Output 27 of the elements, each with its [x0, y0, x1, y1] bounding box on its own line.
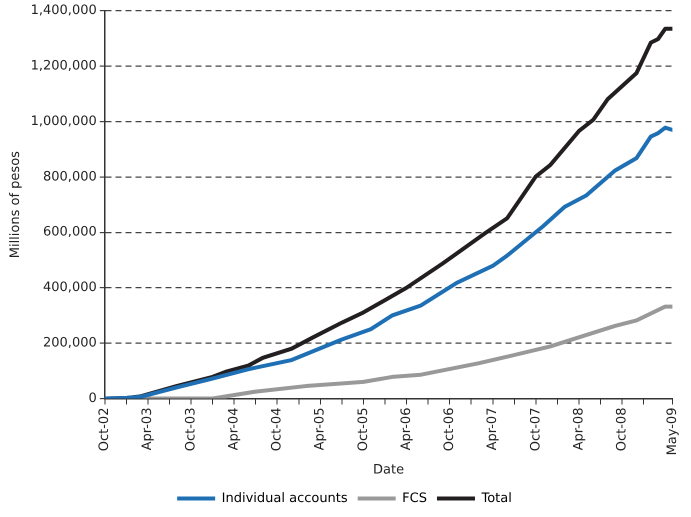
legend-label: Individual accounts — [222, 490, 348, 506]
y-axis-title: Millions of pesos — [8, 150, 24, 258]
y-tick-label: 1,000,000 — [30, 114, 97, 129]
x-tick-label: Apr-08 — [571, 408, 586, 450]
x-axis-title: Date — [373, 462, 404, 478]
x-tick-label: Oct-08 — [614, 408, 630, 452]
y-tick-label: 1,400,000 — [30, 3, 97, 18]
x-tick-label: Apr-06 — [398, 408, 414, 450]
x-tick-label: Apr-05 — [312, 408, 328, 450]
y-tick-label: 400,000 — [42, 280, 97, 296]
y-tick-label: 200,000 — [42, 336, 97, 351]
y-tick-label: 800,000 — [42, 169, 97, 184]
y-tick-label: 600,000 — [42, 224, 97, 240]
x-tick-label: Oct-04 — [270, 408, 285, 452]
x-tick-label: Oct-07 — [528, 408, 544, 452]
x-tick-label: Oct-05 — [356, 408, 371, 452]
y-tick-label: 1,200,000 — [30, 58, 97, 74]
x-tick-label: Oct-06 — [442, 408, 458, 452]
x-tick-label: Apr-03 — [140, 408, 156, 450]
legend-label: FCS — [402, 490, 427, 506]
x-tick-label: Apr-04 — [226, 408, 242, 450]
y-tick-label: 0 — [88, 390, 97, 406]
x-tick-label: Apr-07 — [485, 408, 500, 450]
x-tick-label: Oct-03 — [183, 408, 198, 452]
x-tick-label: May-09 — [664, 408, 680, 456]
x-tick-label: Oct-02 — [97, 408, 112, 452]
legend-label: Total — [480, 490, 512, 506]
